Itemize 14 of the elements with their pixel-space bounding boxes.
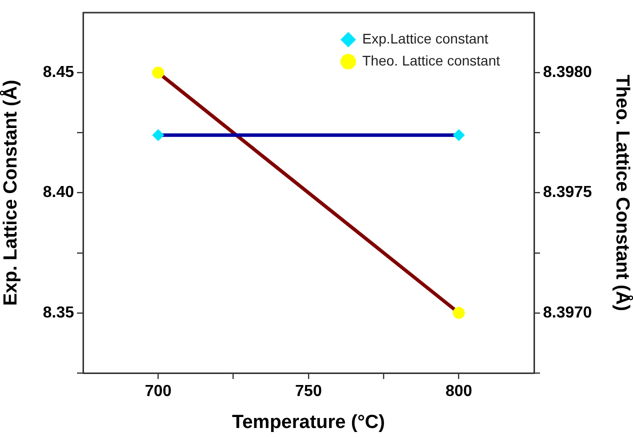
y2-axis-title: Theo. Lattice Constant (Å): [611, 74, 633, 312]
x-tick-label: 750: [295, 383, 322, 400]
y-tick-label: 8.40: [42, 184, 74, 202]
y2-tick-label: 8.3975: [543, 184, 592, 202]
x-tick-label: 800: [445, 383, 472, 400]
y2-tick-label: 8.3970: [543, 304, 592, 322]
y2-tick-label: 8.3980: [543, 64, 592, 82]
x-tick-label: 700: [144, 383, 172, 400]
legend-label: Theo. Lattice constant: [362, 52, 500, 68]
x-axis-title: Temperature (°C): [232, 412, 385, 433]
y-tick-label: 8.45: [42, 64, 74, 82]
y-tick-label: 8.35: [42, 304, 74, 322]
legend-label: Exp.Lattice constant: [362, 30, 488, 46]
y-axis-title: Exp. Lattice Constant (Å): [0, 80, 22, 306]
